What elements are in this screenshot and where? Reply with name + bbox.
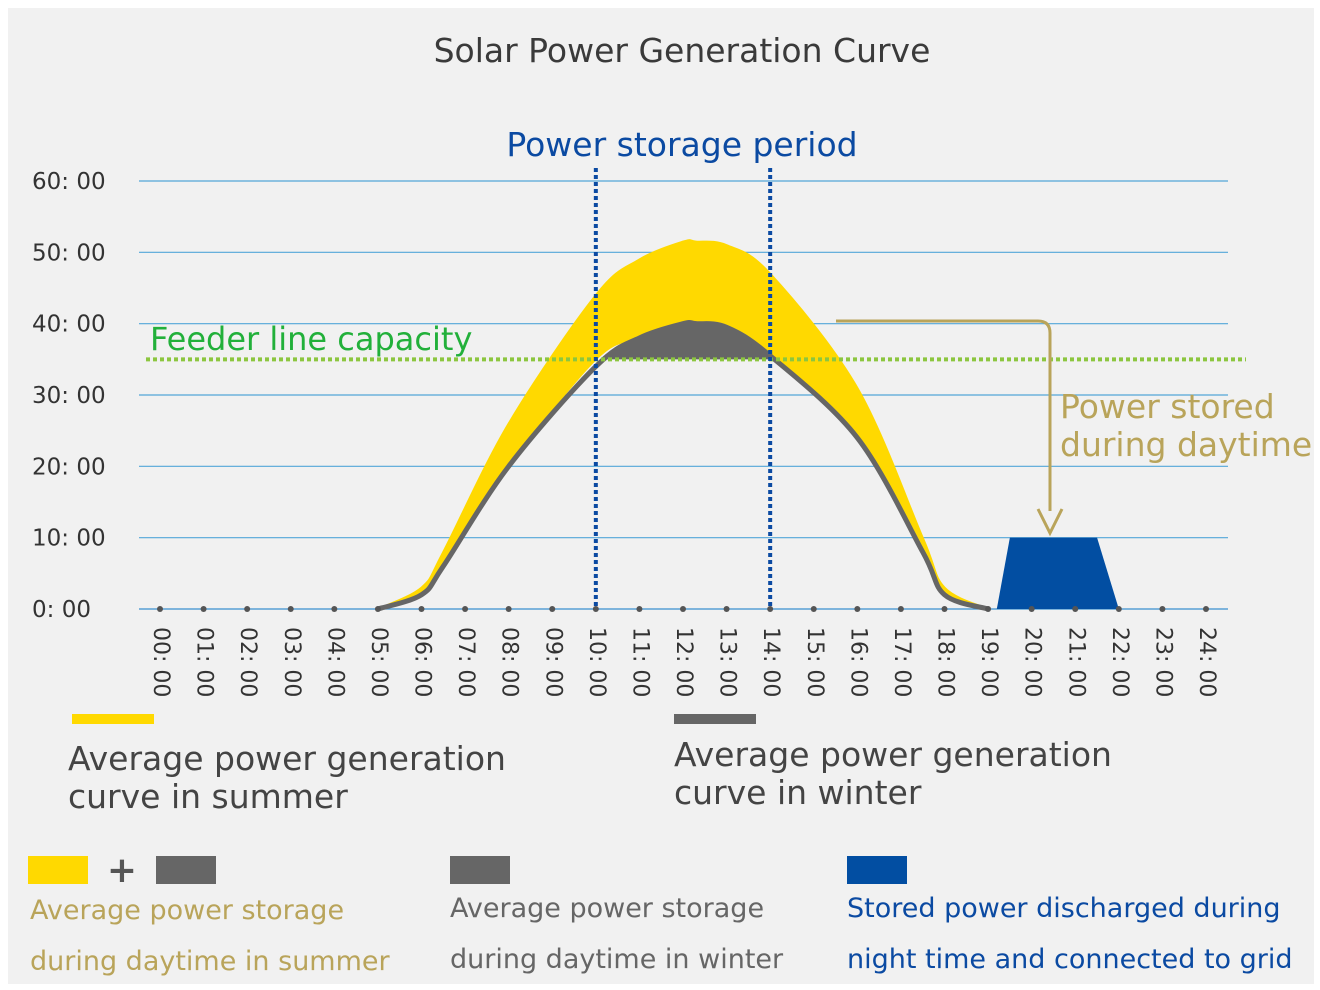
legend-plus-sign: + <box>107 850 137 891</box>
chart-card: Solar Power Generation Curve 0: 00 10: 00… <box>8 8 1314 984</box>
x-tick-dot <box>287 606 294 612</box>
overlays <box>146 168 1246 609</box>
y-tick-label: 40: 00 <box>32 312 106 338</box>
legend-summer-storage-yellow-swatch <box>28 856 88 884</box>
feeder-capacity-label: Feeder line capacity <box>150 320 472 358</box>
x-tick-dot <box>592 606 599 612</box>
y-tick-label: 60: 00 <box>32 169 106 195</box>
annotation-arrow-line <box>836 319 1052 511</box>
legend-discharge-swatch <box>847 856 907 884</box>
x-tick-dot <box>374 606 381 612</box>
x-tick-dot <box>244 606 251 612</box>
legend-winter-storage-swatch <box>450 856 510 884</box>
x-tick-label: 07: 00 <box>453 627 478 697</box>
x-tick-label: 10: 00 <box>584 627 609 697</box>
x-tick-dot <box>1072 606 1079 612</box>
discharge-area <box>996 537 1119 609</box>
x-tick-label: 00: 00 <box>148 627 173 697</box>
x-tick-label: 01: 00 <box>192 627 217 697</box>
legend-summer-storage-line1: Average power storage <box>30 895 344 926</box>
legend-winter-storage-line1: Average power storage <box>450 893 764 924</box>
legend-winter-storage-line2: during daytime in winter <box>450 944 784 975</box>
x-tick-dot <box>941 606 948 612</box>
x-tick-label: 03: 00 <box>279 627 304 697</box>
x-tick-dot <box>636 606 643 612</box>
x-tick-label: 22: 00 <box>1107 627 1132 697</box>
legend-summer-line1: Average power generation <box>68 739 506 778</box>
y-tick-label: 10: 00 <box>32 526 106 552</box>
x-tick-label: 19: 00 <box>976 627 1001 697</box>
x-tick-dot <box>462 606 469 612</box>
x-tick-label: 04: 00 <box>322 627 347 697</box>
x-tick-dot <box>418 606 425 612</box>
winter-storage-area <box>603 322 771 360</box>
annotation-line-2: during daytime <box>1060 425 1312 464</box>
x-tick-label: 14: 00 <box>758 627 783 697</box>
x-tick-label: 06: 00 <box>410 627 435 697</box>
x-tick-label: 21: 00 <box>1063 627 1088 697</box>
y-axis: 0: 00 10: 00 20: 00 30: 00 40: 00 50: 00 60: 0… <box>32 169 106 623</box>
chart-title: Solar Power Generation Curve <box>434 31 931 70</box>
storage-period-label: Power storage period <box>506 125 857 164</box>
y-tick-label: 20: 00 <box>32 454 106 480</box>
x-tick-label: 24: 00 <box>1194 627 1219 697</box>
legend-discharge-line2: night time and connected to grid <box>847 944 1293 975</box>
legend-discharge-line1: Stored power discharged during <box>847 893 1281 924</box>
y-tick-label: 30: 00 <box>32 383 106 409</box>
x-tick-dot <box>723 606 730 612</box>
x-tick-label: 13: 00 <box>715 627 740 697</box>
winter-curve <box>377 319 989 612</box>
legend-summer-swatch <box>72 714 154 724</box>
x-tick-dot <box>810 606 817 612</box>
x-tick-dot <box>1115 606 1122 612</box>
x-tick-label: 05: 00 <box>366 627 391 697</box>
plot-area <box>377 239 1119 612</box>
legend-winter-swatch <box>674 714 756 724</box>
x-tick-dot <box>1203 606 1209 612</box>
summer-curve <box>377 239 989 610</box>
x-tick-dot <box>200 606 207 612</box>
legend-winter-line2: curve in winter <box>674 773 922 812</box>
x-tick-label: 20: 00 <box>1020 627 1045 697</box>
x-tick-dot <box>157 606 163 612</box>
x-tick-label: 11: 00 <box>627 627 652 697</box>
x-tick-label: 08: 00 <box>497 627 522 697</box>
x-tick-dot <box>1159 606 1166 612</box>
y-tick-label: 0: 00 <box>32 597 91 623</box>
x-tick-dot <box>680 606 686 612</box>
x-tick-label: 09: 00 <box>540 627 565 697</box>
legend-summer-line2: curve in summer <box>68 777 348 816</box>
x-tick-dot <box>854 606 861 612</box>
x-tick-label: 12: 00 <box>671 627 696 697</box>
legend-summer-storage-line2: during daytime in summer <box>30 946 391 977</box>
x-tick-label: 18: 00 <box>933 627 958 697</box>
x-tick-dot <box>331 606 338 612</box>
x-tick-dot <box>505 606 512 612</box>
legend: Average power generation curve in summer… <box>28 714 1293 977</box>
x-tick-label: 17: 00 <box>889 627 914 697</box>
x-tick-label: 23: 00 <box>1150 627 1175 697</box>
x-tick-dot <box>549 606 556 612</box>
legend-winter-line1: Average power generation <box>674 735 1112 774</box>
solar-chart: Solar Power Generation Curve 0: 00 10: 00… <box>28 31 1312 977</box>
x-tick-label: 15: 00 <box>802 627 827 697</box>
x-tick-label: 16: 00 <box>845 627 870 697</box>
x-tick-dot <box>985 606 992 612</box>
x-tick-dot <box>1028 606 1035 612</box>
x-axis: 00: 00 01: 00 02: 00 03: 00 04: 00 05: 00 06: … <box>148 606 1219 697</box>
x-tick-dot <box>767 606 774 612</box>
x-tick-dot <box>897 606 904 612</box>
legend-summer-storage-gray-swatch <box>156 856 216 884</box>
y-tick-label: 50: 00 <box>32 240 106 266</box>
annotation-line-1: Power stored <box>1060 387 1275 426</box>
x-tick-label: 02: 00 <box>235 627 260 697</box>
annotation-arrow-head <box>1036 508 1064 537</box>
